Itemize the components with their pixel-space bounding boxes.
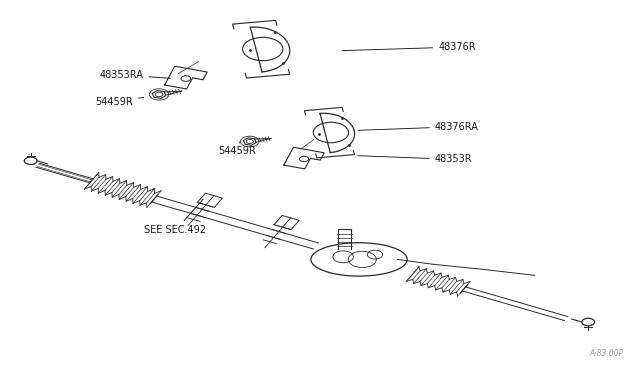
Text: A·83 00P: A·83 00P	[589, 349, 623, 358]
Text: 48353R: 48353R	[358, 154, 472, 164]
Text: 54459R: 54459R	[218, 141, 255, 156]
Text: 48376R: 48376R	[342, 42, 476, 52]
Text: 48353RA: 48353RA	[100, 70, 170, 80]
Text: 54459R: 54459R	[95, 96, 143, 106]
Text: SEE SEC.492: SEE SEC.492	[145, 199, 206, 235]
Text: 48376RA: 48376RA	[358, 122, 479, 132]
